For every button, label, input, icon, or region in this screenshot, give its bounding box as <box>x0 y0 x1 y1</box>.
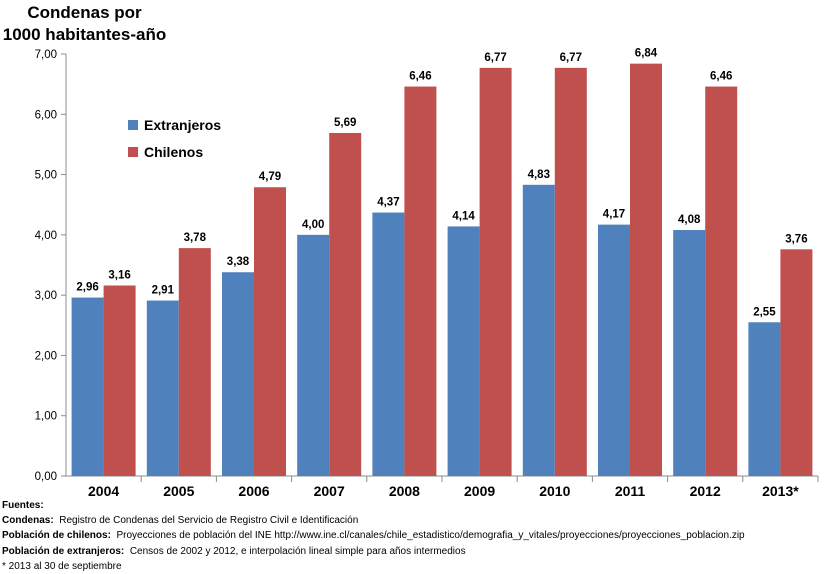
bar-chilenos <box>178 248 211 476</box>
y-tick-label: 7,00 <box>35 49 57 61</box>
data-label-chilenos: 5,69 <box>334 117 356 129</box>
data-label-extranjeros: 2,55 <box>753 306 776 318</box>
y-axis-title: Condenas por 1000 habitantes-año <box>2 2 167 46</box>
condenas-label: Condenas: <box>2 515 54 527</box>
data-label-extranjeros: 3,38 <box>227 256 250 268</box>
condenas-text: Registro de Condenas del Servicio de Reg… <box>59 515 359 527</box>
x-tick-label: 2007 <box>314 483 345 499</box>
data-label-extranjeros: 2,91 <box>152 285 175 297</box>
legend-label-chilenos: Chilenos <box>144 144 203 160</box>
x-tick-label: 2006 <box>238 483 269 499</box>
sources-footnote: Fuentes: Condenas: Registro de Condenas … <box>2 498 745 574</box>
data-label-extranjeros: 4,83 <box>528 169 550 181</box>
y-tick-label: 3,00 <box>35 290 57 302</box>
bar-extranjeros <box>372 212 405 476</box>
data-label-extranjeros: 4,37 <box>377 197 399 209</box>
extranjeros-source-label: Población de extranjeros: <box>2 545 125 557</box>
x-tick-label: 2011 <box>615 483 646 499</box>
y-tick-label: 5,00 <box>35 170 57 182</box>
legend-label-extranjeros: Extranjeros <box>144 117 221 133</box>
y-tick-label: 2,00 <box>35 350 57 362</box>
x-tick-label: 2008 <box>389 483 420 499</box>
bar-chilenos <box>554 67 587 476</box>
bar-extranjeros <box>297 234 330 476</box>
y-axis-title-line-2: 1000 habitantes-año <box>2 25 167 44</box>
bar-extranjeros <box>146 300 179 476</box>
bar-extranjeros <box>447 226 480 476</box>
bar-extranjeros <box>222 272 254 476</box>
chilenos-source-text: Proyecciones de población del INE http:/… <box>116 530 745 542</box>
bar-chilenos <box>630 63 662 476</box>
data-label-chilenos: 3,76 <box>785 233 807 245</box>
bar-chilenos <box>780 249 813 476</box>
legend-swatch-chilenos <box>128 147 138 157</box>
data-label-extranjeros: 4,00 <box>302 219 324 231</box>
bar-chart: 0,00 1,00 2,00 3,00 4,00 5,00 6,00 7,00 2004 2,96… <box>35 48 819 499</box>
legend-swatch-extranjeros <box>128 120 138 130</box>
y-tick-label: 0,00 <box>35 471 57 483</box>
x-tick-label: 2009 <box>464 483 495 499</box>
footnote-note: * 2013 al 30 de septiembre <box>2 560 122 572</box>
y-tick-label: 6,00 <box>35 109 57 121</box>
bar-chilenos <box>404 86 437 476</box>
bar-chilenos <box>479 67 512 476</box>
x-tick-label: 2004 <box>88 483 119 499</box>
x-tick-label: 2012 <box>690 483 721 499</box>
data-label-chilenos: 3,16 <box>108 269 130 281</box>
bar-chilenos <box>329 132 362 476</box>
bar-extranjeros <box>673 230 706 476</box>
chilenos-source-label: Población de chilenos: <box>2 530 111 542</box>
data-label-chilenos: 6,77 <box>484 52 506 64</box>
x-tick-label: 2010 <box>539 483 570 499</box>
data-label-chilenos: 6,77 <box>560 52 582 64</box>
bar-chilenos <box>254 187 286 476</box>
bar-extranjeros <box>598 224 630 476</box>
data-label-chilenos: 4,79 <box>259 171 281 183</box>
data-label-chilenos: 6,84 <box>635 48 658 60</box>
bar-extranjeros <box>748 322 781 476</box>
extranjeros-source-text: Censos de 2002 y 2012, e interpolación l… <box>129 545 466 557</box>
y-tick-label: 1,00 <box>35 411 57 423</box>
data-label-extranjeros: 4,14 <box>452 210 475 222</box>
data-label-chilenos: 6,46 <box>710 71 732 83</box>
data-label-chilenos: 6,46 <box>409 71 431 83</box>
sources-heading: Fuentes: <box>2 500 44 511</box>
x-tick-label: 2013* <box>762 483 799 499</box>
x-tick-label: 2005 <box>163 483 194 499</box>
bar-extranjeros <box>71 297 104 476</box>
bar-extranjeros <box>522 184 555 476</box>
bar-chilenos <box>103 285 136 476</box>
data-label-extranjeros: 4,17 <box>603 209 625 221</box>
bar-chilenos <box>705 86 738 476</box>
data-label-extranjeros: 2,96 <box>76 282 98 294</box>
data-label-chilenos: 3,78 <box>184 232 207 244</box>
data-label-extranjeros: 4,08 <box>678 214 701 226</box>
y-axis-title-line-1: Condenas por <box>27 3 142 22</box>
y-tick-label: 4,00 <box>35 230 57 242</box>
